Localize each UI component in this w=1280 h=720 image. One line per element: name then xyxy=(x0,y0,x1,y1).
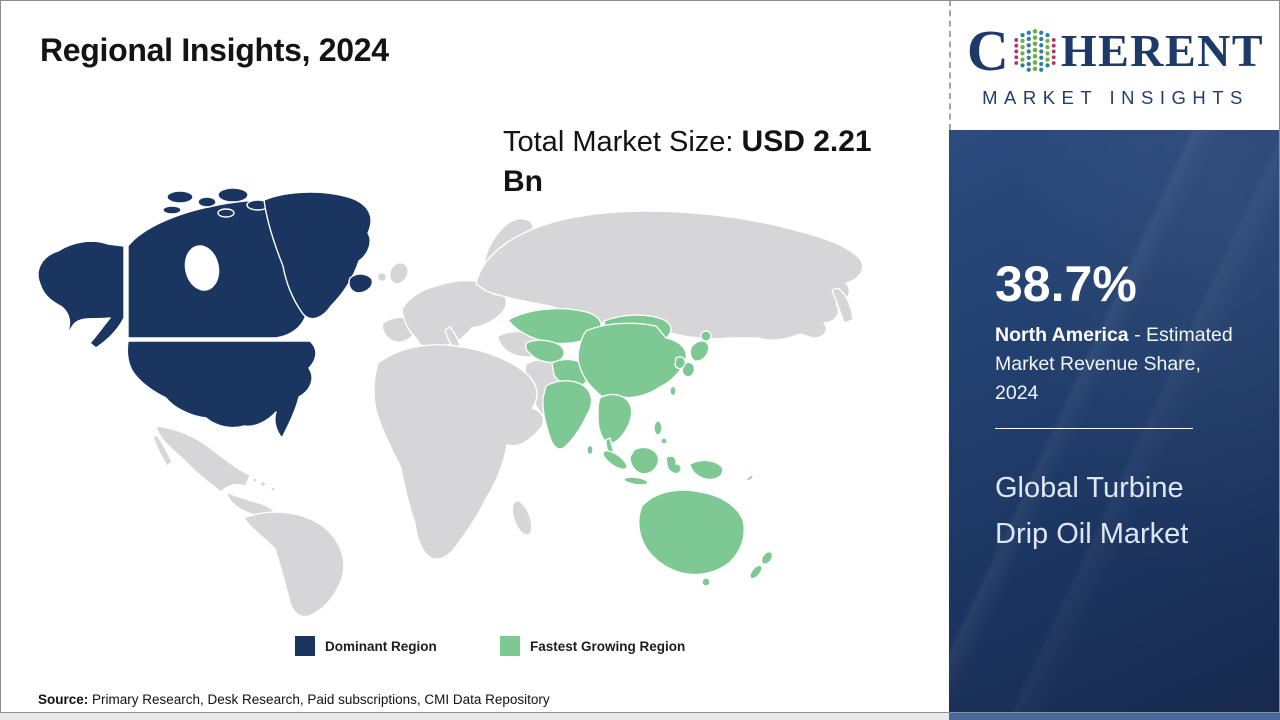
market-size-value: USD 2.21 Bn xyxy=(503,125,872,198)
sidebar-divider xyxy=(995,427,1193,429)
market-size-label: Total Market Size: xyxy=(503,126,742,158)
legend-item-dominant: Dominant Region xyxy=(295,636,437,656)
market-name-line2: Drip Oil Market xyxy=(995,517,1189,550)
bottom-margin-right xyxy=(949,713,1280,720)
region-asia-pacific xyxy=(507,308,774,587)
total-market-size-heading: Total Market Size: USD 2.21 Bn xyxy=(503,122,903,202)
source-note: Source: Primary Research, Desk Research,… xyxy=(38,692,550,707)
stat-description: North America - Estimated Market Revenue… xyxy=(995,321,1243,408)
logo-letter-c: C xyxy=(966,17,1009,83)
sidebar: 38.7% North America - Estimated Market R… xyxy=(949,130,1280,713)
dotted-globe-icon xyxy=(1014,28,1056,72)
page-title: Regional Insights, 2024 xyxy=(40,32,389,68)
logo: C xyxy=(949,0,1280,130)
market-name: Global Turbine Drip Oil Market xyxy=(995,465,1250,557)
bottom-margin-left xyxy=(0,713,949,720)
logo-letters-rest: HERENT xyxy=(1060,24,1265,76)
dominant-region-swatch xyxy=(295,636,315,656)
world-map xyxy=(30,188,950,620)
region-north-america xyxy=(37,188,374,439)
dominant-region-label: Dominant Region xyxy=(325,638,437,654)
hudson-bay xyxy=(184,245,220,291)
world-map-svg xyxy=(37,188,864,618)
market-name-line1: Global Turbine xyxy=(995,471,1184,504)
fastest-growing-swatch xyxy=(500,636,520,656)
legend-item-fastest-growing: Fastest Growing Region xyxy=(500,636,685,656)
stat-rest: - Estimated Market Revenue Share, 2024 xyxy=(995,323,1233,404)
logo-subtitle: MARKET INSIGHTS xyxy=(982,86,1249,108)
stat-region: North America xyxy=(995,323,1129,346)
source-text: Primary Research, Desk Research, Paid su… xyxy=(88,692,550,707)
logo-wordmark: C xyxy=(966,17,1265,83)
stat-value: 38.7% xyxy=(995,256,1137,312)
source-label: Source: xyxy=(38,692,89,707)
fastest-growing-label: Fastest Growing Region xyxy=(530,638,686,654)
